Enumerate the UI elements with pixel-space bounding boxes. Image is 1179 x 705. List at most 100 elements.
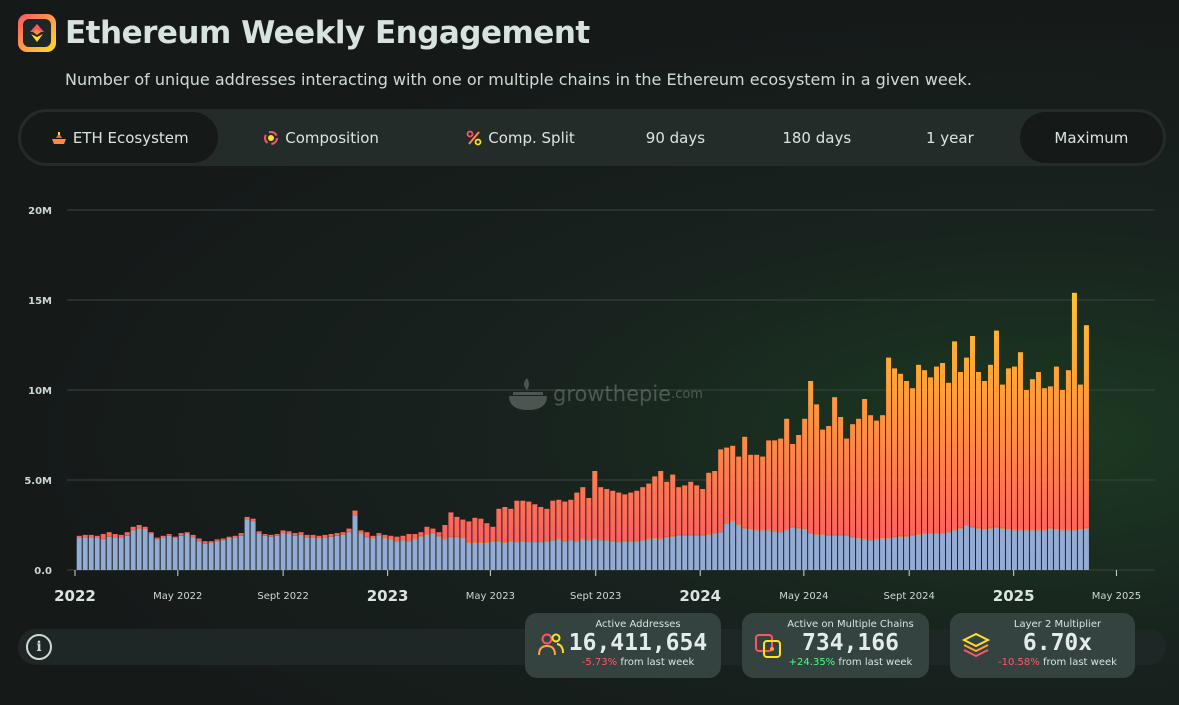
week-bar[interactable] — [670, 474, 676, 570]
week-bar[interactable] — [496, 508, 502, 570]
week-bar[interactable] — [796, 435, 802, 570]
week-bar[interactable] — [574, 492, 580, 570]
week-bar[interactable] — [292, 533, 298, 570]
week-bar[interactable] — [568, 499, 574, 570]
week-bar[interactable] — [694, 485, 700, 570]
week-bar[interactable] — [544, 508, 550, 570]
week-bar[interactable] — [250, 518, 256, 570]
week-bar[interactable] — [1035, 372, 1041, 570]
week-bar[interactable] — [382, 534, 388, 570]
week-bar[interactable] — [1041, 388, 1047, 570]
week-bar[interactable] — [844, 438, 850, 570]
week-bar[interactable] — [160, 535, 166, 570]
week-bar[interactable] — [856, 418, 862, 570]
week-bar[interactable] — [916, 364, 922, 570]
tab-eth-ecosystem[interactable]: ETH Ecosystem — [21, 112, 219, 163]
week-bar[interactable] — [94, 535, 100, 570]
week-bar[interactable] — [766, 440, 772, 570]
week-bar[interactable] — [142, 526, 148, 570]
week-bar[interactable] — [682, 485, 688, 570]
week-bar[interactable] — [394, 536, 400, 570]
week-bar[interactable] — [760, 456, 766, 570]
week-bar[interactable] — [646, 483, 652, 570]
week-bar[interactable] — [442, 525, 448, 570]
week-bar[interactable] — [790, 444, 796, 570]
week-bar[interactable] — [310, 534, 316, 570]
week-bar[interactable] — [484, 523, 490, 570]
week-bar[interactable] — [148, 532, 154, 570]
week-bar[interactable] — [124, 532, 130, 570]
week-bar[interactable] — [718, 449, 724, 570]
week-bar[interactable] — [532, 504, 538, 570]
week-bar[interactable] — [196, 538, 202, 571]
week-bar[interactable] — [928, 377, 934, 570]
week-bar[interactable] — [400, 535, 406, 570]
week-bar[interactable] — [112, 534, 118, 570]
week-bar[interactable] — [1077, 384, 1083, 570]
week-bar[interactable] — [172, 536, 178, 570]
week-bar[interactable] — [838, 417, 844, 570]
week-bar[interactable] — [993, 330, 999, 570]
week-bar[interactable] — [304, 534, 310, 570]
week-bar[interactable] — [178, 533, 184, 570]
week-bar[interactable] — [466, 521, 472, 570]
week-bar[interactable] — [208, 541, 214, 570]
week-bar[interactable] — [700, 489, 706, 570]
week-bar[interactable] — [280, 530, 286, 570]
week-bar[interactable] — [190, 534, 196, 570]
week-bar[interactable] — [424, 526, 430, 570]
week-bar[interactable] — [802, 418, 808, 570]
week-bar[interactable] — [376, 533, 382, 570]
week-bar[interactable] — [808, 381, 814, 570]
week-bar[interactable] — [550, 500, 556, 570]
week-bar[interactable] — [724, 447, 730, 570]
week-bar[interactable] — [748, 454, 754, 570]
week-bar[interactable] — [964, 357, 970, 570]
week-bar[interactable] — [880, 415, 886, 570]
week-bar[interactable] — [286, 531, 292, 570]
week-bar[interactable] — [1071, 292, 1077, 570]
week-bar[interactable] — [412, 534, 418, 570]
week-bar[interactable] — [490, 526, 496, 570]
week-bar[interactable] — [616, 492, 622, 570]
week-bar[interactable] — [352, 510, 358, 570]
week-bar[interactable] — [832, 397, 838, 570]
week-bar[interactable] — [430, 528, 436, 570]
week-bar[interactable] — [118, 534, 124, 570]
week-bar[interactable] — [556, 499, 562, 570]
week-bar[interactable] — [778, 438, 784, 570]
week-bar[interactable] — [904, 381, 910, 570]
week-bar[interactable] — [586, 498, 592, 570]
week-bar[interactable] — [892, 368, 898, 570]
week-bar[interactable] — [334, 533, 340, 570]
tab-90-days[interactable]: 90 days — [645, 128, 706, 147]
week-bar[interactable] — [502, 507, 508, 570]
week-bar[interactable] — [652, 476, 658, 570]
week-bar[interactable] — [520, 500, 526, 570]
week-bar[interactable] — [184, 532, 190, 570]
week-bar[interactable] — [562, 501, 568, 570]
week-bar[interactable] — [922, 370, 928, 570]
week-bar[interactable] — [610, 490, 616, 570]
tab-maximum[interactable]: Maximum — [1019, 112, 1164, 163]
week-bar[interactable] — [754, 454, 760, 570]
week-bar[interactable] — [346, 528, 352, 570]
week-bar[interactable] — [76, 535, 82, 570]
week-bar[interactable] — [514, 500, 520, 570]
week-bar[interactable] — [634, 490, 640, 570]
week-bar[interactable] — [154, 537, 160, 570]
week-bar[interactable] — [82, 534, 88, 570]
week-bar[interactable] — [676, 487, 682, 570]
week-bar[interactable] — [580, 487, 586, 570]
week-bar[interactable] — [1065, 370, 1071, 570]
week-bar[interactable] — [598, 487, 604, 570]
week-bar[interactable] — [508, 508, 514, 570]
tab-composition[interactable]: Composition — [218, 112, 423, 163]
week-bar[interactable] — [826, 426, 832, 570]
week-bar[interactable] — [1029, 379, 1035, 570]
week-bar[interactable] — [886, 357, 892, 570]
week-bar[interactable] — [814, 404, 820, 570]
week-bar[interactable] — [688, 481, 694, 570]
week-bar[interactable] — [100, 534, 106, 570]
week-bar[interactable] — [970, 336, 975, 570]
